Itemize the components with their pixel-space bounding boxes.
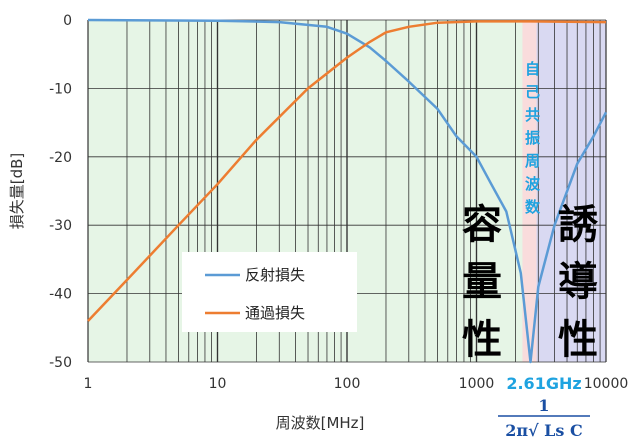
x-tick-label: 100 — [334, 376, 361, 392]
x-tick-label: 1000 — [459, 376, 495, 392]
vertical-label-char: 波 — [525, 175, 541, 193]
y-tick-label: 0 — [63, 13, 72, 29]
legend-label-transmission: 通過損失 — [245, 304, 305, 322]
formula-denominator: 2π√ Ls C — [505, 421, 583, 440]
capacitive-label: 容 量 性 — [462, 202, 502, 363]
x-tick-label: 1 — [84, 376, 93, 392]
x-tick-label: 10000 — [584, 376, 629, 392]
vertical-label-char: 自 — [525, 60, 540, 78]
resonant-frequency-label: 2.61GHz — [506, 374, 581, 393]
legend-label-reflection: 反射損失 — [245, 266, 305, 284]
svg-text:量: 量 — [462, 259, 502, 305]
y-tick-label: -40 — [49, 287, 72, 303]
vertical-label-char: 振 — [525, 129, 540, 147]
svg-text:性: 性 — [462, 317, 502, 363]
svg-text:性: 性 — [558, 317, 598, 363]
vertical-label-char: 共 — [525, 106, 540, 124]
x-tick-labels: 1 10 100 1000 10000 — [84, 376, 629, 392]
y-tick-label: -50 — [49, 355, 72, 371]
legend: 反射損失 通過損失 — [182, 252, 357, 332]
x-tick-label: 10 — [209, 376, 227, 392]
svg-text:誘: 誘 — [558, 202, 598, 248]
vertical-label-char: 周 — [525, 152, 540, 170]
inductive-label: 誘 導 性 — [558, 202, 598, 363]
inductive-region — [536, 20, 606, 362]
svg-text:導: 導 — [558, 259, 598, 305]
formula-numerator: 1 — [538, 396, 549, 415]
y-tick-label: -30 — [49, 218, 72, 234]
series-lines — [87, 18, 608, 364]
series-line-reflection — [87, 18, 608, 364]
x-axis-label: 周波数[MHz] — [276, 414, 365, 432]
vertical-label-char: 数 — [525, 198, 541, 216]
y-tick-label: -10 — [49, 81, 72, 97]
y-tick-label: -20 — [49, 150, 72, 166]
series-line-transmission — [87, 20, 607, 322]
svg-text:容: 容 — [462, 202, 502, 248]
vertical-label-char: 己 — [525, 83, 540, 101]
y-axis-label: 損失量[dB] — [8, 153, 26, 230]
y-tick-labels: 0 -10 -20 -30 -40 -50 — [49, 13, 72, 371]
